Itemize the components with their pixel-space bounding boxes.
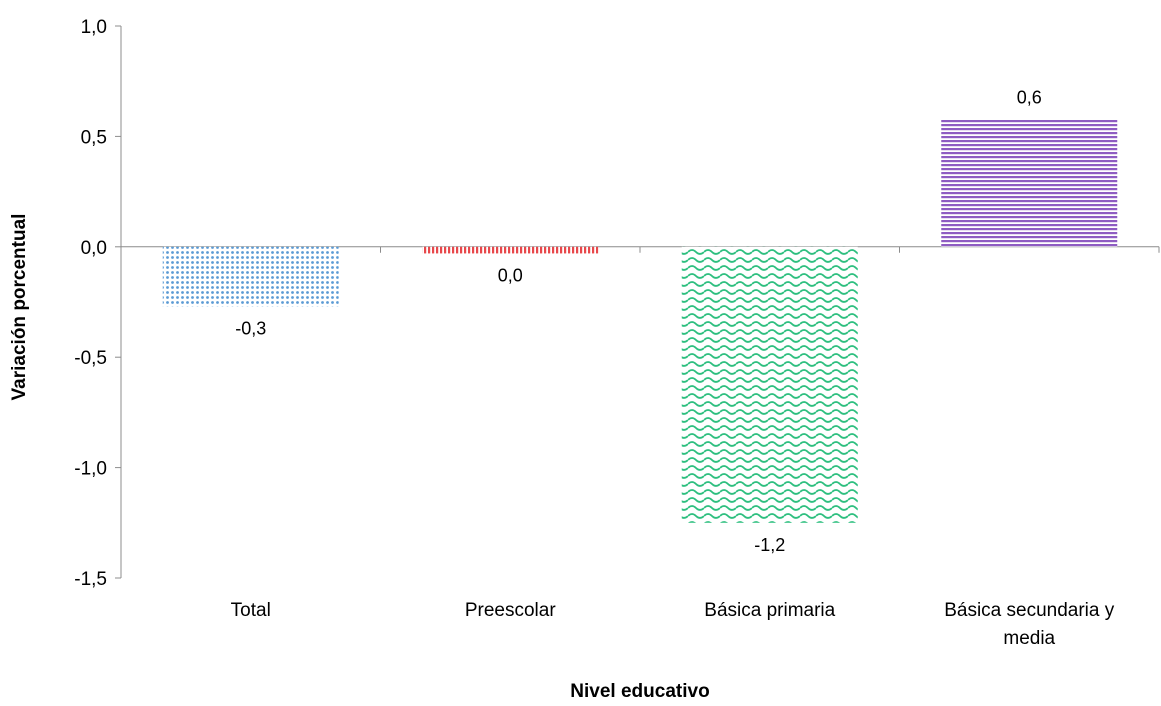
x-axis-title: Nivel educativo (570, 681, 709, 702)
bar (422, 247, 598, 254)
labels: 1,0 0,5 0,0 -0,5 -1,0 -1,5 -0,3 Total 0,0 Preesco… (74, 17, 1115, 649)
y-axis-title: Variación porcentual (9, 214, 30, 401)
data-label: 0,6 (1017, 88, 1042, 108)
bar (682, 247, 858, 523)
category-label: media (1003, 628, 1055, 649)
y-tick-label: 0,0 (81, 238, 107, 259)
category-label: Básica secundaria y (944, 600, 1115, 621)
bar (941, 119, 1117, 247)
category-label: Preescolar (465, 600, 556, 621)
data-label: 0,0 (498, 265, 523, 285)
bar (163, 247, 339, 307)
y-tick-label: -0,5 (74, 348, 107, 369)
data-label: -0,3 (235, 318, 266, 338)
category-label: Total (231, 600, 271, 621)
data-label: -1,2 (754, 535, 785, 555)
y-tick-label: 1,0 (81, 17, 107, 38)
y-tick-label: -1,0 (74, 459, 107, 480)
y-tick-label: -1,5 (74, 569, 107, 590)
bars (163, 119, 1118, 523)
category-label: Básica primaria (704, 600, 835, 621)
y-tick-label: 0,5 (81, 127, 107, 148)
